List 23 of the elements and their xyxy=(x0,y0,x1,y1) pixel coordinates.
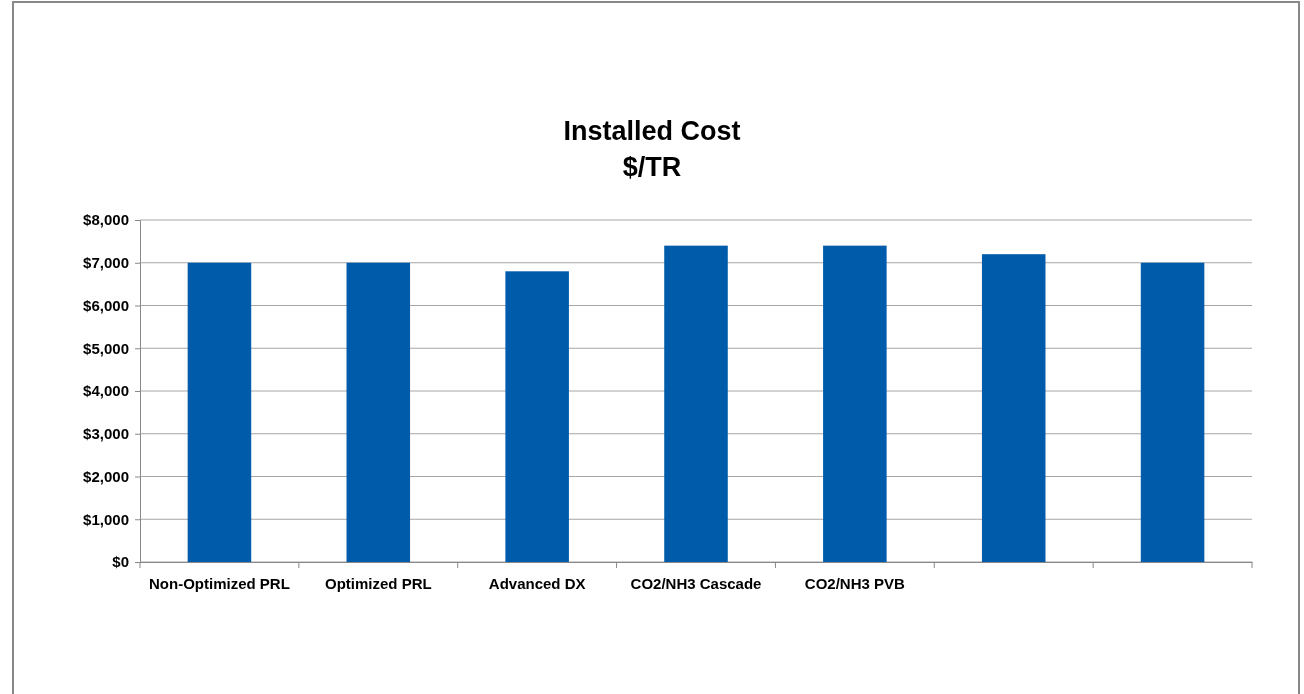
y-tick-label: $4,000 xyxy=(83,382,129,400)
bar xyxy=(505,271,569,562)
bar xyxy=(981,254,1046,562)
bar xyxy=(346,262,411,562)
y-tick-label: $0 xyxy=(112,553,129,571)
y-tick-label: $8,000 xyxy=(83,211,129,229)
y-tick-label: $6,000 xyxy=(83,296,129,314)
y-tick-label: $5,000 xyxy=(83,339,129,357)
x-tick-label: CO2/NH3 PVB xyxy=(804,574,906,592)
bar xyxy=(823,245,887,562)
y-tick-label: $7,000 xyxy=(83,254,129,272)
chart-title: Installed Cost xyxy=(563,116,741,146)
y-tick-label: $2,000 xyxy=(83,467,129,485)
chart-subtitle: $/TR xyxy=(622,152,682,182)
x-tick-label: Advanced DX xyxy=(488,574,586,592)
x-tick-label: Optimized PRL xyxy=(324,574,432,592)
y-tick-label: $1,000 xyxy=(83,510,129,528)
x-tick-label: CO2/NH3 Cascade xyxy=(630,574,762,592)
bar xyxy=(664,245,728,562)
bar xyxy=(187,262,252,562)
x-tick-label: Non-Optimized PRL xyxy=(149,574,290,592)
y-tick-label: $3,000 xyxy=(83,425,129,443)
bar xyxy=(1140,262,1205,562)
